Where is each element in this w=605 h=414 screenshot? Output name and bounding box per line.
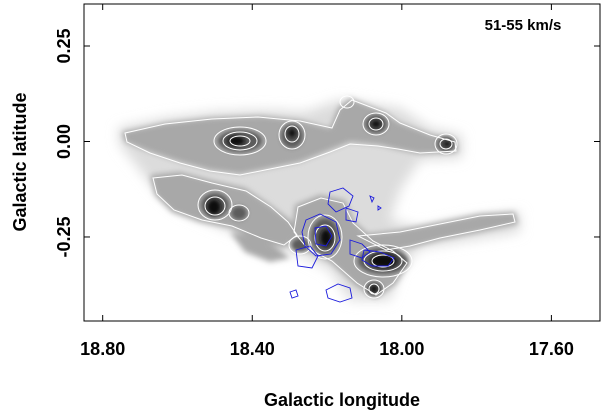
heatmap	[84, 4, 600, 321]
plot-frame	[83, 3, 601, 322]
y-ticks: 0.25 0.00 -0.25	[54, 28, 600, 257]
velocity-annotation: 51-55 km/s	[485, 17, 562, 34]
y-tick-label: 0.00	[54, 124, 74, 159]
contours-white	[124, 95, 516, 299]
x-tick-label: 17.60	[529, 339, 574, 359]
x-tick-label: 18.80	[80, 339, 125, 359]
y-axis-label: Galactic latitude	[10, 92, 30, 231]
x-tick-label: 18.40	[230, 339, 275, 359]
x-tick-label: 18.00	[379, 339, 424, 359]
y-tick-label: -0.25	[54, 216, 74, 257]
x-axis-label: Galactic longitude	[264, 390, 420, 410]
x-ticks: 18.80 18.40 18.00 17.60	[80, 4, 574, 359]
contours-blue	[289, 187, 395, 303]
y-tick-label: 0.25	[54, 28, 74, 63]
